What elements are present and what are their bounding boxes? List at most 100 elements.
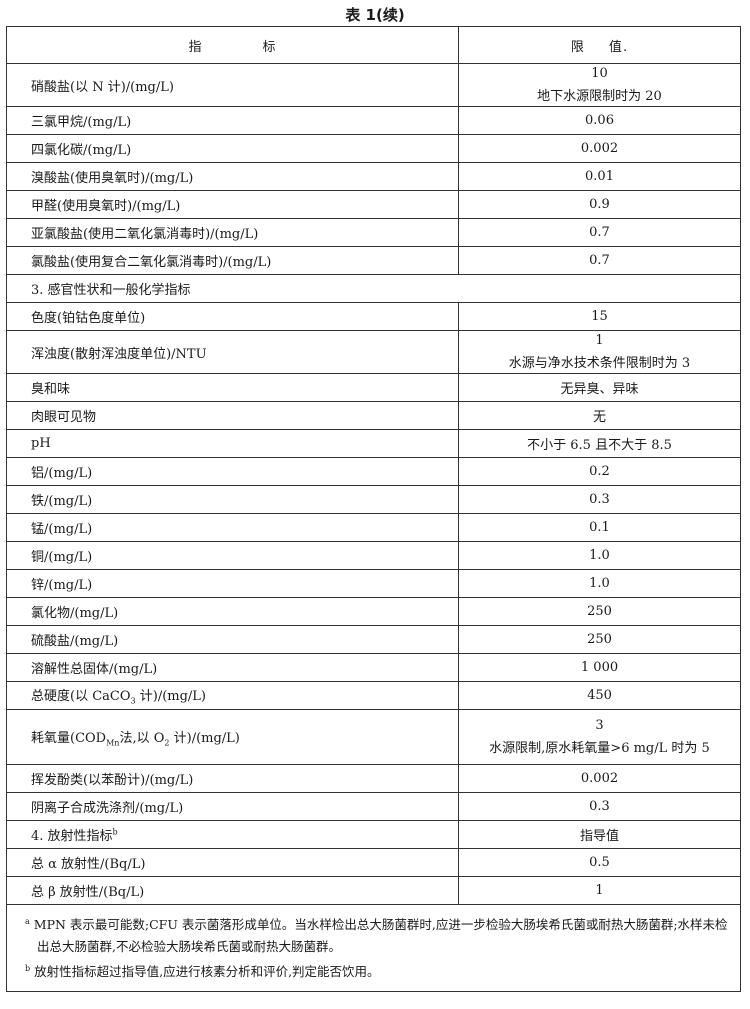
table-row: pH 不小于 6.5 且不大于 8.5: [6, 429, 741, 458]
table-row: 锌/(mg/L) 1.0: [6, 569, 741, 598]
indicator-name: 氯化物/(mg/L): [31, 606, 119, 621]
indicator-cell: 耗氧量(CODMn法,以 O2 计)/(mg/L): [6, 709, 459, 765]
limit-value: 250: [587, 632, 612, 647]
indicator-name-part: 法,以 O: [119, 730, 165, 746]
limit-value: 1.0: [589, 576, 610, 591]
indicator-name: 甲醛(使用臭氧时)/(mg/L): [31, 199, 181, 214]
limit-note: 水源限制,原水耗氧量>6 mg/L 时为 5: [489, 741, 710, 756]
limit-cell: 0.3: [458, 485, 741, 514]
limit-value: 无: [592, 410, 606, 425]
indicator-cell: 氯酸盐(使用复合二氧化氯消毒时)/(mg/L): [6, 246, 459, 275]
indicator-name: 硫酸盐/(mg/L): [31, 634, 119, 649]
table-row: 四氯化碳/(mg/L) 0.002: [6, 134, 741, 163]
table-row: 三氯甲烷/(mg/L) 0.06: [6, 106, 741, 135]
header-indicator: 指标: [6, 26, 459, 64]
indicator-cell: 锌/(mg/L): [6, 569, 459, 598]
header-indicator-a: 指: [188, 39, 203, 55]
limit-value: 0.06: [585, 113, 614, 128]
limit-cell: 指导值: [458, 820, 741, 849]
indicator-name: 铜/(mg/L): [31, 550, 93, 565]
table-row: 甲醛(使用臭氧时)/(mg/L) 0.9: [6, 190, 741, 219]
limit-cell: 0.7: [458, 218, 741, 247]
table-row: 阴离子合成洗涤剂/(mg/L) 0.3: [6, 792, 741, 821]
limit-value: 0.7: [589, 253, 610, 268]
indicator-name: 氯酸盐(使用复合二氧化氯消毒时)/(mg/L): [31, 255, 272, 270]
footnote-mark: a: [25, 917, 30, 926]
limit-note: 地下水源限制时为 20: [537, 89, 662, 104]
limit-cell: 1 000: [458, 653, 741, 682]
indicator-name: 铝/(mg/L): [31, 466, 93, 481]
indicator-name: 阴离子合成洗涤剂/(mg/L): [31, 801, 184, 816]
indicator-cell: 铝/(mg/L): [6, 457, 459, 486]
limit-cell: 15: [458, 302, 741, 331]
limit-value: 不小于 6.5 且不大于 8.5: [527, 438, 672, 453]
limit-cell: 0.2: [458, 457, 741, 486]
table-title: 表 1(续): [345, 6, 405, 24]
indicator-cell: 总硬度(以 CaCO3 计)/(mg/L): [6, 681, 459, 710]
table-row: 溴酸盐(使用臭氧时)/(mg/L) 0.01: [6, 162, 741, 191]
limit-cell: 0.1: [458, 513, 741, 542]
footnote-text: MPN 表示最可能数;CFU 表示菌落形成单位。当水样检出总大肠菌群时,应进一步…: [33, 917, 728, 955]
indicator-name-part: 3: [130, 696, 136, 706]
limit-cell: 0.5: [458, 848, 741, 877]
indicator-cell: 铜/(mg/L): [6, 541, 459, 570]
indicator-name: 浑浊度(散射浑浊度单位)/NTU: [31, 346, 207, 362]
water-quality-table: 指标 限值. 硝酸盐(以 N 计)/(mg/L) 10 地下水源限制时为 20 三氯甲…: [6, 26, 741, 993]
limit-cell: 不小于 6.5 且不大于 8.5: [458, 429, 741, 458]
table-row: 浑浊度(散射浑浊度单位)/NTU 1 水源与净水技术条件限制时为 3: [6, 330, 741, 374]
limit-value: 0.1: [589, 520, 610, 535]
indicator-cell: 浑浊度(散射浑浊度单位)/NTU: [6, 330, 459, 374]
footnote-ref: b: [112, 827, 118, 837]
indicator-name: 亚氯酸盐(使用二氧化氯消毒时)/(mg/L): [31, 227, 259, 242]
limit-note: 水源与净水技术条件限制时为 3: [508, 356, 691, 371]
indicator-name: 溶解性总固体/(mg/L): [31, 662, 158, 677]
header-limit-mark: .: [622, 39, 629, 55]
limit-value: 0.002: [580, 771, 619, 786]
section-heading: 3. 感官性状和一般化学指标: [6, 274, 741, 303]
indicator-name: 臭和味: [31, 382, 71, 397]
indicator-name-part: 总硬度(以 CaCO: [31, 689, 131, 705]
indicator-name-part: 2: [164, 738, 170, 748]
table-row: 硫酸盐/(mg/L) 250: [6, 625, 741, 654]
indicator-cell: 三氯甲烷/(mg/L): [6, 106, 459, 135]
table-row: 总硬度(以 CaCO3 计)/(mg/L) 450: [6, 681, 741, 710]
table-row: 铝/(mg/L) 0.2: [6, 457, 741, 486]
indicator-name: 总 β 放射性/(Bq/L): [31, 885, 145, 900]
limit-cell: 0.9: [458, 190, 741, 219]
footnotes-row: a MPN 表示最可能数;CFU 表示菌落形成单位。当水样检出总大肠菌群时,应进…: [6, 903, 741, 993]
limit-cell: 0.7: [458, 246, 741, 275]
indicator-name-part: 耗氧量(COD: [31, 730, 107, 746]
limit-value: 无异臭、异味: [560, 382, 639, 397]
limit-cell: 250: [458, 597, 741, 626]
indicator-cell: 亚氯酸盐(使用二氧化氯消毒时)/(mg/L): [6, 218, 459, 247]
limit-cell: 无异臭、异味: [458, 373, 741, 402]
limit-cell: 3 水源限制,原水耗氧量>6 mg/L 时为 5: [458, 709, 741, 765]
table-row: 肉眼可见物 无: [6, 401, 741, 430]
table-row: 3. 感官性状和一般化学指标: [6, 274, 741, 303]
limit-value: 1.0: [589, 548, 610, 563]
indicator-name: 四氯化碳/(mg/L): [31, 143, 132, 158]
table-row: 4. 放射性指标b 指导值: [6, 820, 741, 849]
footnote: a MPN 表示最可能数;CFU 表示菌落形成单位。当水样检出总大肠菌群时,应进…: [25, 911, 730, 958]
table-row: 总 β 放射性/(Bq/L) 1: [6, 876, 741, 905]
table-row: 亚氯酸盐(使用二氧化氯消毒时)/(mg/L) 0.7: [6, 218, 741, 247]
limit-cell: 0.06: [458, 106, 741, 135]
indicator-cell: 硝酸盐(以 N 计)/(mg/L): [6, 63, 459, 107]
table-row: 溶解性总固体/(mg/L) 1 000: [6, 653, 741, 682]
indicator-cell: 氯化物/(mg/L): [6, 597, 459, 626]
indicator-cell: 4. 放射性指标b: [6, 820, 459, 849]
indicator-cell: 硫酸盐/(mg/L): [6, 625, 459, 654]
limit-cell: 1.0: [458, 541, 741, 570]
limit-cell: 0.01: [458, 162, 741, 191]
indicator-name: 总 α 放射性/(Bq/L): [31, 857, 146, 872]
limit-value: 1 000: [580, 660, 619, 675]
table-row: 耗氧量(CODMn法,以 O2 计)/(mg/L) 3 水源限制,原水耗氧量>6 m…: [6, 709, 741, 765]
limit-cell: 0.002: [458, 134, 741, 163]
indicator-name: 铁/(mg/L): [31, 494, 93, 509]
table-row: 挥发酚类(以苯酚计)/(mg/L) 0.002: [6, 764, 741, 793]
indicator-name: 溴酸盐(使用臭氧时)/(mg/L): [31, 171, 194, 186]
table-row: 铁/(mg/L) 0.3: [6, 485, 741, 514]
header-limit-a: 限: [570, 39, 585, 55]
limit-value: 0.3: [589, 492, 610, 507]
footnote-mark: b: [25, 964, 31, 974]
